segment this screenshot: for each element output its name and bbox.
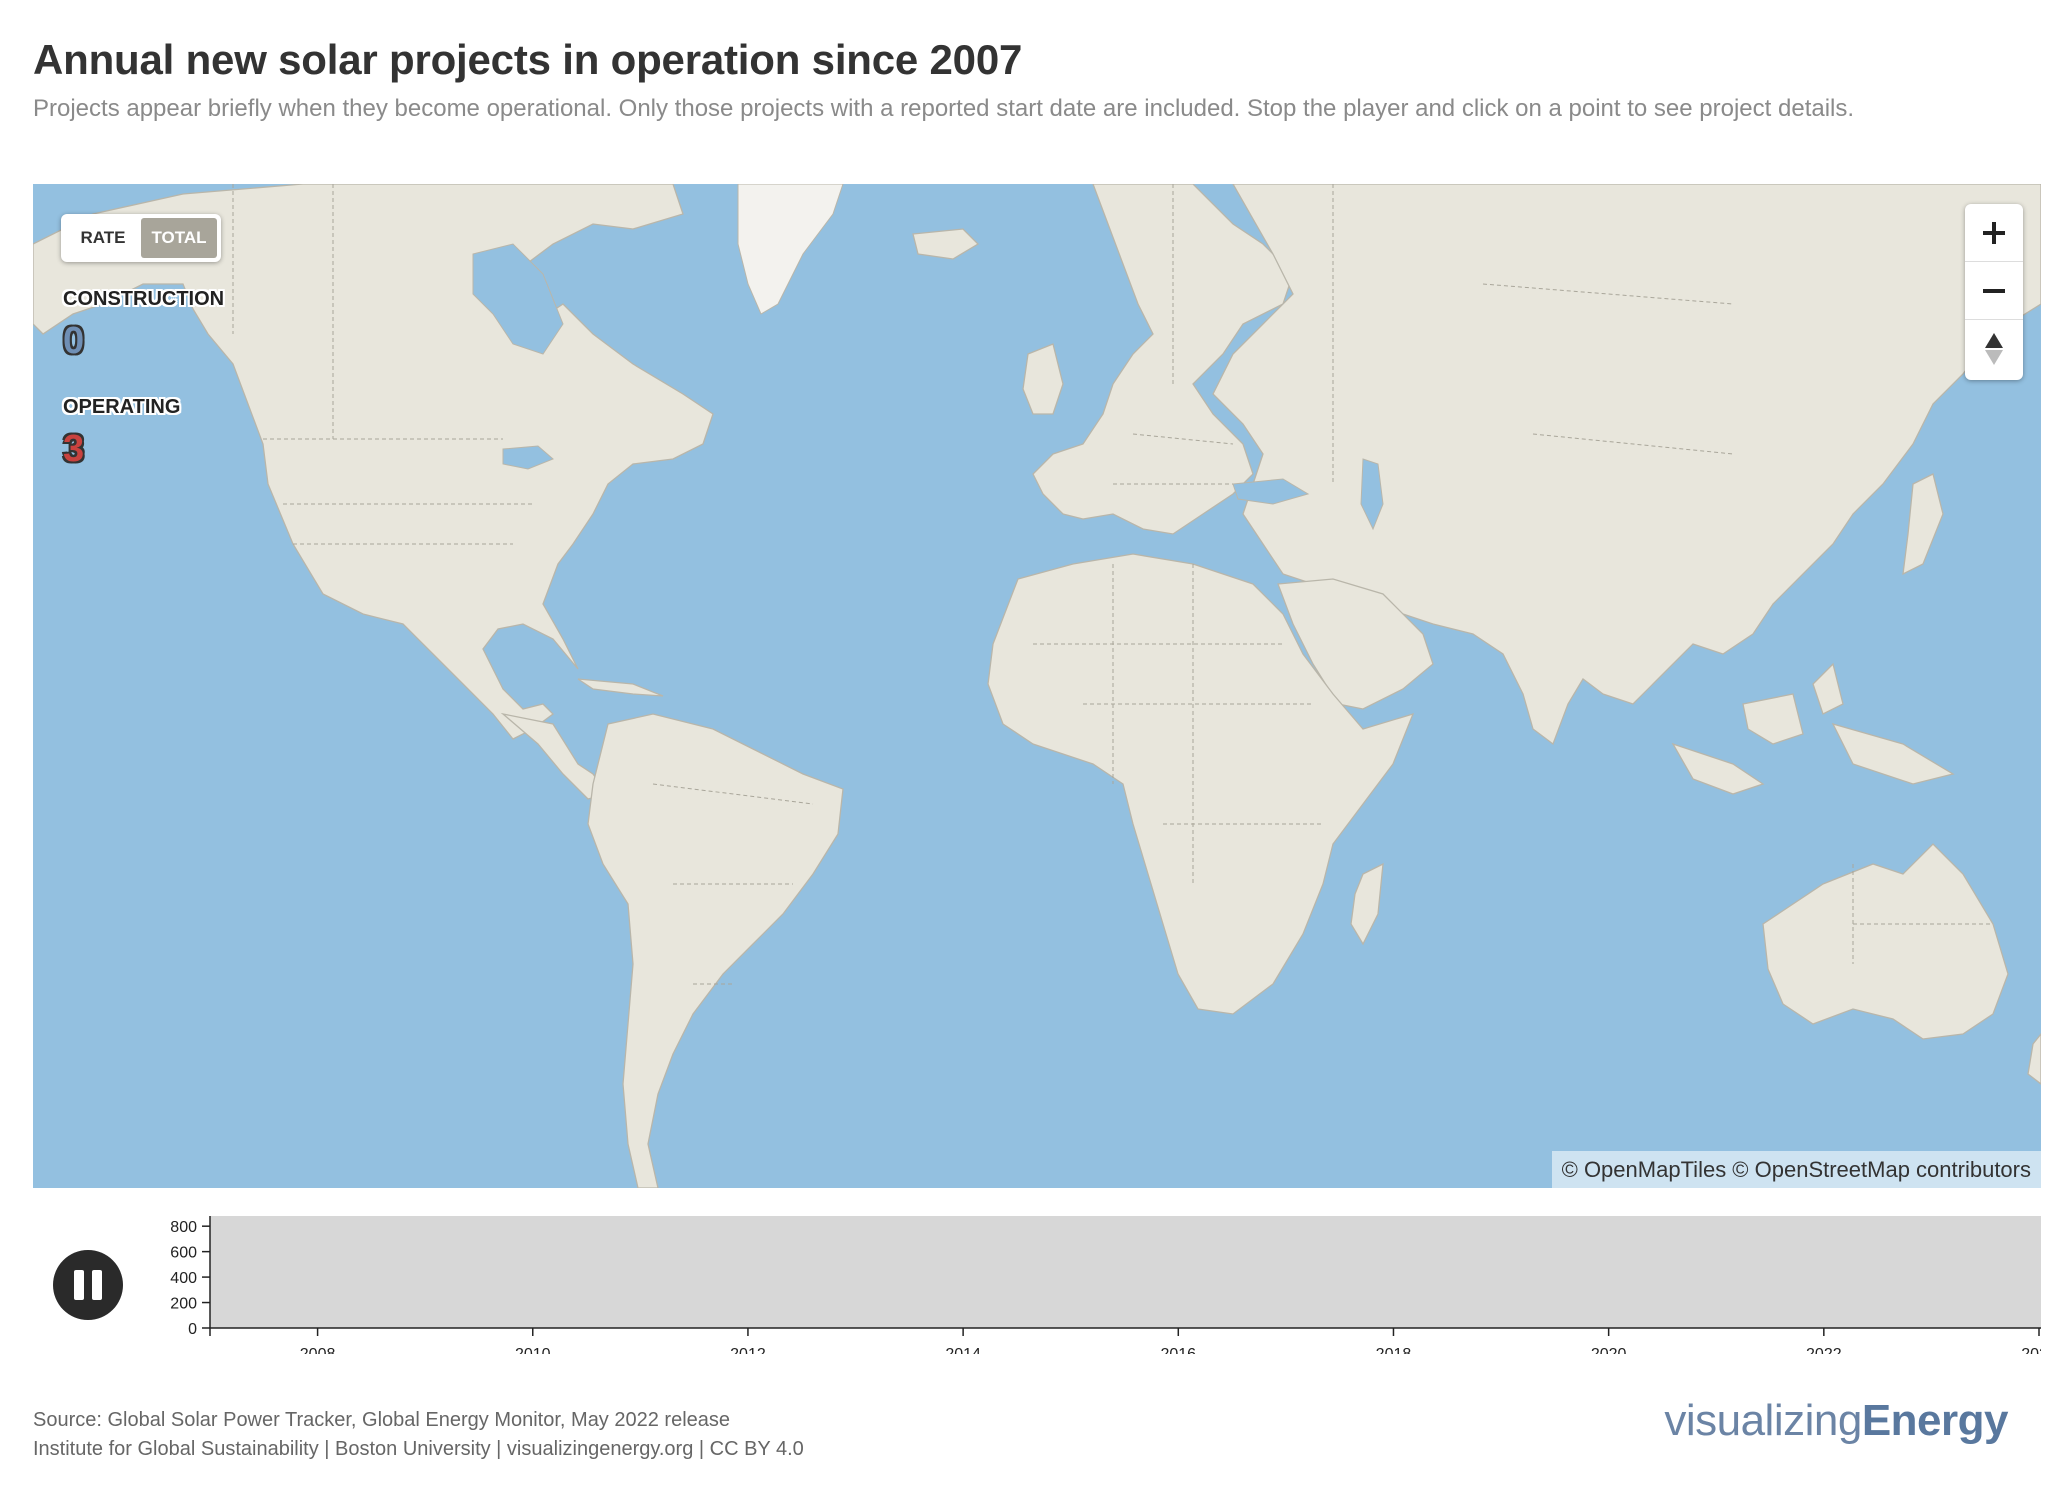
toggle-rate[interactable]: RATE xyxy=(80,228,126,247)
x-tick-label: 2022 xyxy=(1806,1346,1842,1354)
operating-label: OPERATING xyxy=(63,396,181,418)
construction-count: 0 xyxy=(63,320,85,362)
y-tick-label: 400 xyxy=(170,1270,197,1287)
world-map[interactable]: RATE TOTAL CONSTRUCTION 0 OPERATING 3 © … xyxy=(33,184,2041,1188)
page-subtitle: Projects appear briefly when they become… xyxy=(33,95,1855,122)
x-tick-label: 2020 xyxy=(1591,1346,1627,1354)
x-tick-label: 2010 xyxy=(515,1346,551,1354)
x-tick-label: 2008 xyxy=(300,1346,336,1354)
page-title: Annual new solar projects in operation s… xyxy=(33,36,1023,83)
compass-icon xyxy=(1985,333,2003,365)
y-tick-label: 600 xyxy=(170,1245,197,1262)
x-tick-label: 2018 xyxy=(1376,1346,1412,1354)
source-note: Source: Global Solar Power Tracker, Glob… xyxy=(33,1406,804,1464)
timeline-x-axis: 2008 2010 2012 2014 2016 2018 2020 2022 2024 xyxy=(209,1327,2041,1354)
logo-bold: Energy xyxy=(1861,1396,2009,1445)
x-tick-label: 2016 xyxy=(1160,1346,1196,1354)
map-attribution[interactable]: © OpenMapTiles © OpenStreetMap contribut… xyxy=(1551,1151,2041,1188)
x-tick-label: 2012 xyxy=(730,1346,766,1354)
timeline-plot-area[interactable] xyxy=(210,1216,2041,1328)
zoom-out-button[interactable] xyxy=(1965,262,2023,320)
zoom-controls xyxy=(1965,204,2023,380)
toggle-total[interactable]: TOTAL xyxy=(141,218,217,258)
operating-count: 3 xyxy=(63,428,85,470)
minus-icon xyxy=(1983,288,2005,293)
y-tick-label: 200 xyxy=(170,1296,197,1313)
reset-bearing-button[interactable] xyxy=(1965,320,2023,378)
logo-light: visualizing xyxy=(1664,1396,1862,1445)
credits-line: Institute for Global Sustainability | Bo… xyxy=(33,1438,804,1460)
rate-total-toggle[interactable]: RATE TOTAL xyxy=(61,214,221,262)
x-tick-label: 2024 xyxy=(2021,1346,2041,1354)
y-tick-label: 800 xyxy=(170,1219,197,1236)
basemap xyxy=(33,184,2041,1188)
zoom-in-button[interactable] xyxy=(1965,204,2023,262)
pause-button[interactable] xyxy=(53,1250,123,1320)
plus-icon xyxy=(1983,221,2005,244)
x-tick-label: 2014 xyxy=(945,1346,981,1354)
source-line: Source: Global Solar Power Tracker, Glob… xyxy=(33,1409,731,1431)
timeline-y-axis: 0 200 400 600 800 xyxy=(170,1216,211,1338)
visualizing-energy-logo[interactable]: visualizingEnergy xyxy=(1664,1396,2008,1446)
y-tick-label: 0 xyxy=(188,1321,197,1338)
construction-label: CONSTRUCTION xyxy=(63,288,225,310)
